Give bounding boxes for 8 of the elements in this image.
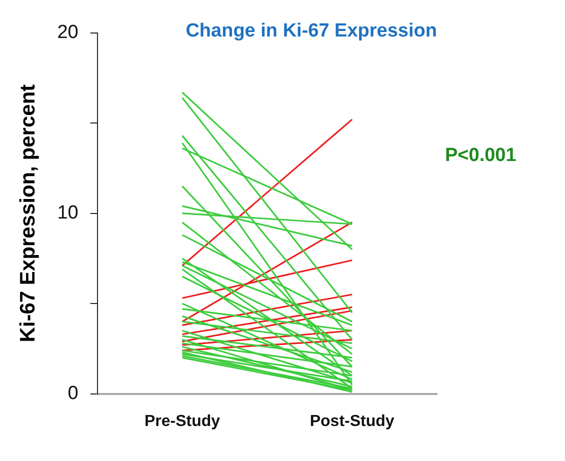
y-axis-title: Ki-67 Expression, percent [16,84,40,342]
y-tick-label: 0 [68,383,78,404]
y-tick-label: 20 [57,22,78,44]
x-tick-label: Pre-Study [144,412,220,430]
text: P<0.001 [445,144,517,166]
chart-title: Change in Ki-67 Expression [186,20,437,42]
y-tick-label: 10 [57,202,78,224]
x-tick-label: Post-Study [310,412,394,430]
